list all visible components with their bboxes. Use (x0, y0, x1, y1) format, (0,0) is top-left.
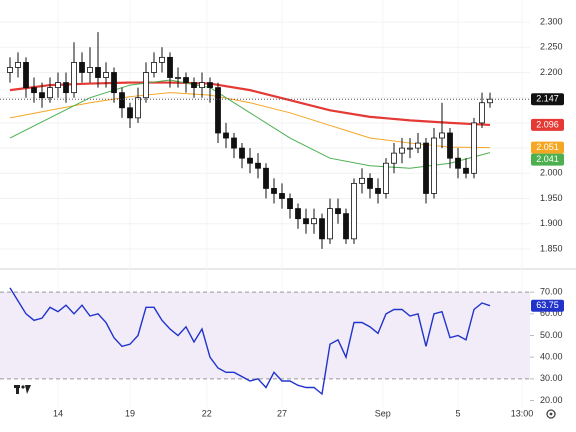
candle-body (431, 137, 437, 194)
value-box (531, 118, 564, 131)
candle-body (23, 62, 29, 89)
x-tick-label: 27 (277, 408, 287, 418)
candle-body (31, 87, 37, 94)
rsi-tick-label: 40.00 (540, 352, 563, 362)
candle-body (399, 147, 405, 154)
moving-average-line (9, 81, 491, 127)
candle-body (175, 77, 181, 79)
candle-body (239, 147, 245, 159)
value-box (531, 93, 564, 106)
candle-body (39, 92, 45, 99)
rsi-band (0, 292, 530, 379)
value-box-label: 2.147 (536, 94, 559, 104)
candle-body (199, 82, 205, 89)
candle-body (311, 218, 317, 225)
candle-body (479, 102, 485, 124)
value-box-label: 63.75 (536, 300, 559, 310)
candle-body (63, 82, 69, 94)
candle-body (383, 162, 389, 194)
candle-body (79, 62, 85, 73)
value-box (531, 299, 564, 312)
candle-body (287, 198, 293, 209)
rsi-tick-label: 30.00 (540, 373, 563, 383)
value-box-label: 2.051 (536, 142, 559, 152)
y-tick-label: 1.850 (540, 243, 563, 253)
moving-average-line (9, 79, 491, 169)
candle-body (391, 152, 397, 164)
candle-body (47, 87, 53, 99)
y-tick-label: 2.250 (540, 42, 563, 52)
candle-body (463, 167, 469, 174)
candle-body (127, 107, 133, 119)
x-tick-label: 13:00 (511, 408, 534, 418)
candle-body (471, 122, 477, 174)
candle-body (255, 162, 261, 169)
candle-body (335, 208, 341, 215)
candle-body (183, 77, 189, 83)
candle-body (87, 67, 93, 73)
candle-body (111, 72, 117, 94)
candle-body (119, 92, 125, 109)
candle-body (407, 147, 413, 150)
candle-body (303, 218, 309, 225)
candle-body (215, 87, 221, 134)
candle-body (487, 98, 493, 104)
y-tick-label: 2.000 (540, 168, 563, 178)
candle-body (71, 62, 77, 94)
candle-body (151, 62, 157, 73)
candle-body (167, 56, 173, 78)
candle-body (343, 213, 349, 240)
rsi-line (9, 287, 491, 396)
candle-body (359, 177, 365, 184)
candle-body (271, 188, 277, 194)
logo (14, 385, 31, 394)
candle-body (143, 72, 149, 99)
candle-body (231, 137, 237, 149)
y-tick-label: 2.200 (540, 67, 563, 77)
candle-body (455, 157, 461, 169)
x-tick-label: 5 (455, 408, 460, 418)
candle-body (415, 142, 421, 149)
candle-body (279, 193, 285, 199)
candle-body (15, 62, 21, 68)
candle-body (247, 157, 253, 164)
x-tick-label: 22 (202, 408, 212, 418)
value-box-label: 2.096 (536, 119, 559, 129)
candle-body (7, 67, 13, 73)
candle-body (223, 132, 229, 139)
value-box-label: 2.041 (536, 154, 559, 164)
candle-body (375, 188, 381, 194)
rsi-tick-label: 20.00 (540, 395, 563, 405)
candle-body (191, 82, 197, 89)
candle-body (207, 82, 213, 89)
x-tick-label: 14 (53, 408, 63, 418)
candle-body (263, 167, 269, 189)
candle-body (95, 67, 101, 78)
candle-body (55, 82, 61, 89)
y-tick-label: 1.950 (540, 193, 563, 203)
value-box (531, 153, 564, 166)
value-box (531, 141, 564, 154)
candle-body (447, 132, 453, 159)
y-tick-label: 2.300 (540, 16, 563, 26)
rsi-tick-label: 70.00 (540, 287, 563, 297)
x-tick-label: 19 (125, 408, 135, 418)
candle-body (351, 182, 357, 240)
x-tick-label: Sep (375, 408, 391, 418)
rsi-tick-label: 60.00 (540, 308, 563, 318)
candle-body (295, 208, 301, 220)
candle-body (439, 132, 445, 139)
settings-icon[interactable] (546, 409, 556, 419)
rsi-tick-label: 50.00 (540, 330, 563, 340)
candle-body (423, 142, 429, 194)
candle-body (159, 56, 165, 63)
candle-body (319, 218, 325, 240)
y-tick-label: 1.900 (540, 218, 563, 228)
candle-body (327, 208, 333, 240)
candle-body (103, 72, 109, 78)
candle-body (367, 177, 373, 189)
candle-body (135, 97, 141, 119)
